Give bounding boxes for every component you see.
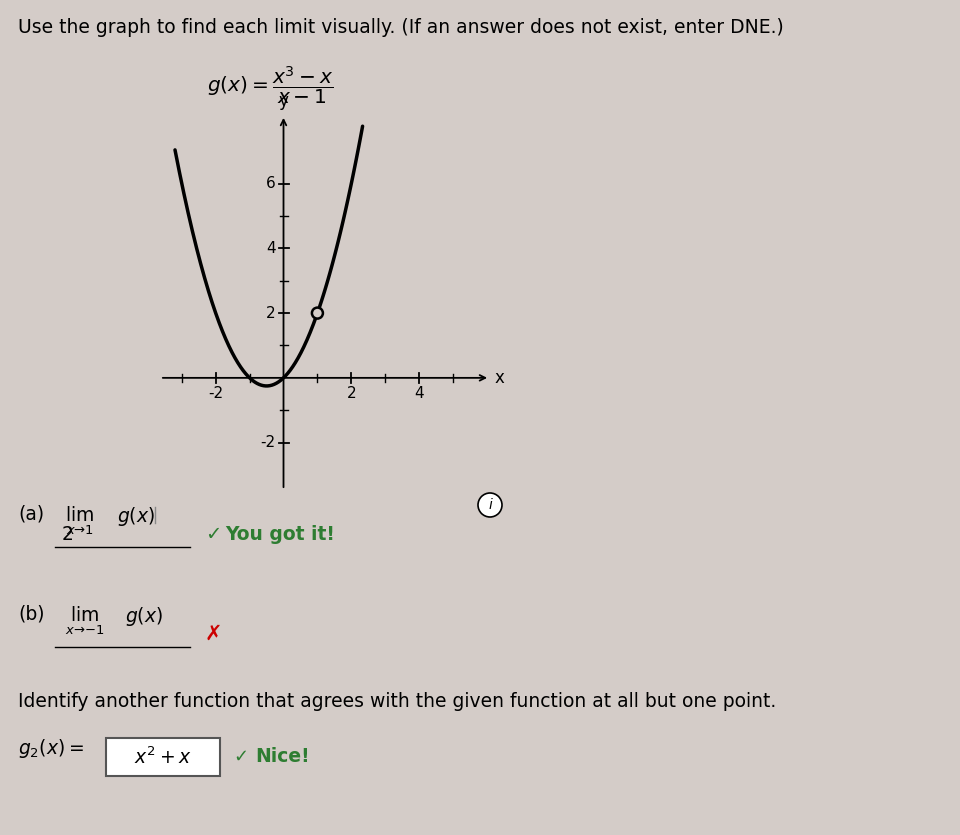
Text: $\lim_{x \to -1}$: $\lim_{x \to -1}$ <box>65 605 105 637</box>
Text: (b): (b) <box>18 605 44 624</box>
Text: -2: -2 <box>260 435 276 450</box>
Text: $g(x)$: $g(x)$ <box>117 505 155 528</box>
Text: -2: -2 <box>208 386 224 401</box>
Text: 2: 2 <box>62 525 74 544</box>
Text: 6: 6 <box>266 176 276 191</box>
Text: $g_2(x) =$: $g_2(x) =$ <box>18 737 84 760</box>
Text: ✗: ✗ <box>205 624 223 644</box>
Text: $g(x) = \dfrac{x^3 - x}{x - 1}$: $g(x) = \dfrac{x^3 - x}{x - 1}$ <box>207 65 333 107</box>
Text: $g(x)$: $g(x)$ <box>125 605 163 628</box>
Circle shape <box>478 493 502 517</box>
Text: 4: 4 <box>266 240 276 256</box>
Text: Use the graph to find each limit visually. (If an answer does not exist, enter D: Use the graph to find each limit visuall… <box>18 18 783 37</box>
FancyBboxPatch shape <box>106 738 220 776</box>
Text: Identify another function that agrees with the given function at all but one poi: Identify another function that agrees wi… <box>18 692 777 711</box>
Circle shape <box>312 307 323 319</box>
Text: You got it!: You got it! <box>225 525 335 544</box>
Text: (a): (a) <box>18 505 44 524</box>
Text: $\lim_{x \to 1}$: $\lim_{x \to 1}$ <box>65 505 94 537</box>
Text: $x^2 + x$: $x^2 + x$ <box>134 746 192 767</box>
Text: 2: 2 <box>266 306 276 321</box>
Text: 4: 4 <box>415 386 424 401</box>
Text: 2: 2 <box>347 386 356 401</box>
Text: x: x <box>495 369 505 387</box>
Text: Nice!: Nice! <box>255 747 310 767</box>
Text: ✓: ✓ <box>233 748 248 766</box>
Text: ✓: ✓ <box>205 525 222 544</box>
Text: i: i <box>488 498 492 512</box>
Text: y: y <box>278 92 288 110</box>
